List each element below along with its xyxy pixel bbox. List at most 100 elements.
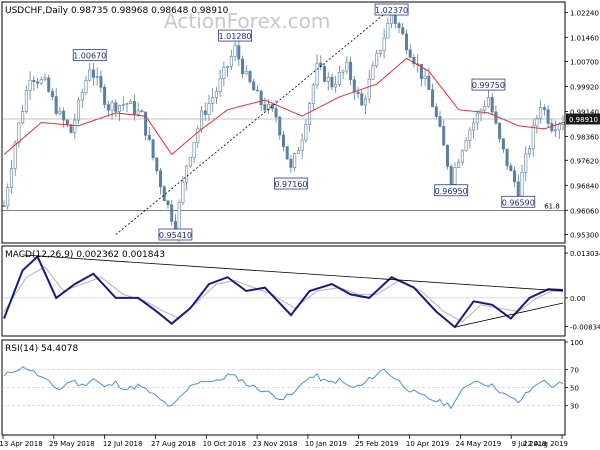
candle-body — [88, 69, 92, 81]
candle-body — [326, 76, 330, 82]
candle-body — [352, 79, 356, 93]
candle-body — [140, 110, 144, 113]
candle-body — [524, 153, 528, 173]
macd-ytick-label: 0.00 — [570, 295, 586, 303]
rsi-line — [3, 366, 564, 410]
xtick-label: 24 May 2019 — [456, 440, 502, 448]
candle-body — [50, 91, 54, 97]
xtick-label: 10 Oct 2018 — [203, 440, 246, 448]
candle-body — [129, 101, 133, 104]
macd-ytick-label: -0.00834 — [570, 324, 600, 332]
xtick-label: 10 Apr 2019 — [406, 440, 449, 448]
candle-body — [472, 122, 476, 131]
rsi-panel — [2, 366, 565, 410]
candle-body — [237, 45, 241, 60]
candle-body — [289, 158, 293, 168]
candle-body — [330, 76, 334, 88]
candle-body — [84, 79, 88, 94]
xtick-label: 9 Jul 2019 — [512, 440, 547, 448]
candle-body — [464, 139, 468, 151]
candle-body — [281, 134, 285, 147]
candle-body — [293, 153, 297, 168]
candle-body — [445, 144, 449, 167]
candle-body — [531, 125, 535, 149]
candle-body — [32, 79, 36, 83]
price-annotation-box — [274, 177, 308, 190]
candle-body — [278, 116, 282, 136]
candle-body — [218, 78, 222, 92]
macd-trend-line — [454, 302, 564, 328]
candle-body — [468, 129, 472, 141]
macd-ytick-label: 0.013034 — [570, 250, 600, 258]
xtick-label: 25 Feb 2019 — [355, 440, 399, 448]
candle-body — [73, 119, 77, 134]
candle-body — [453, 167, 457, 185]
macd-panel — [2, 254, 565, 329]
candle-body — [80, 92, 84, 101]
candle-body — [315, 62, 319, 86]
candle-body — [263, 104, 267, 111]
candle-body — [192, 142, 196, 158]
price-annotation-label: 0.96950 — [435, 187, 468, 196]
candle-body — [255, 89, 259, 92]
candle-body — [300, 139, 304, 151]
candle-body — [114, 102, 118, 112]
price-panel-frame — [1, 1, 566, 244]
price-annotation-box — [374, 3, 409, 16]
price-annotation-box — [158, 228, 193, 241]
rsi-ytick-label: 30 — [570, 403, 579, 411]
xtick-label: 13 Apr 2018 — [0, 440, 43, 448]
candle-body — [412, 57, 416, 65]
candle-body — [349, 61, 353, 81]
candle-body — [252, 81, 256, 91]
candle-body — [371, 65, 375, 80]
candles — [2, 11, 565, 242]
candle-body — [121, 104, 125, 106]
candle-body — [311, 84, 315, 104]
candle-body — [170, 204, 174, 222]
candle-body — [382, 37, 386, 51]
candle-body — [475, 113, 479, 124]
candle-body — [136, 110, 140, 115]
candle-body — [304, 124, 308, 141]
fib-61-8-label: 61.8 — [544, 202, 560, 210]
candle-body — [375, 53, 379, 67]
price-annotation-label: 1.01280 — [219, 32, 252, 41]
candle-body — [9, 168, 13, 188]
candle-body — [65, 119, 69, 126]
candle-body — [356, 91, 360, 95]
candle-body — [196, 128, 200, 143]
candle-body — [367, 78, 371, 100]
candle-body — [177, 202, 181, 234]
candle-body — [99, 76, 103, 88]
candle-body — [103, 87, 107, 105]
candle-body — [2, 205, 6, 207]
candle-body — [557, 124, 561, 131]
candle-body — [404, 33, 408, 51]
candle-body — [554, 129, 558, 132]
price-ytick-label: 0.97620 — [570, 157, 599, 165]
candle-body — [214, 91, 218, 98]
current-price-tag-label: 0.98910 — [569, 116, 598, 124]
candle-body — [535, 117, 539, 127]
candle-body — [47, 77, 51, 92]
candle-body — [393, 13, 397, 24]
price-annotation-box — [218, 29, 252, 42]
candle-body — [546, 109, 550, 124]
candle-body — [539, 107, 543, 119]
candle-body — [188, 157, 192, 167]
candle-body — [431, 89, 435, 108]
candle-body — [486, 97, 490, 107]
macd-line — [3, 254, 564, 329]
candle-body — [378, 50, 382, 54]
candle-body — [110, 102, 114, 111]
xtick-label: 12 Jul 2018 — [103, 440, 143, 448]
candle-body — [233, 45, 237, 57]
candle-body — [259, 90, 263, 106]
candle-body — [207, 102, 211, 115]
candle-body — [24, 90, 28, 112]
candle-body — [91, 69, 95, 78]
candle-body — [125, 103, 129, 105]
candle-body — [408, 49, 412, 58]
